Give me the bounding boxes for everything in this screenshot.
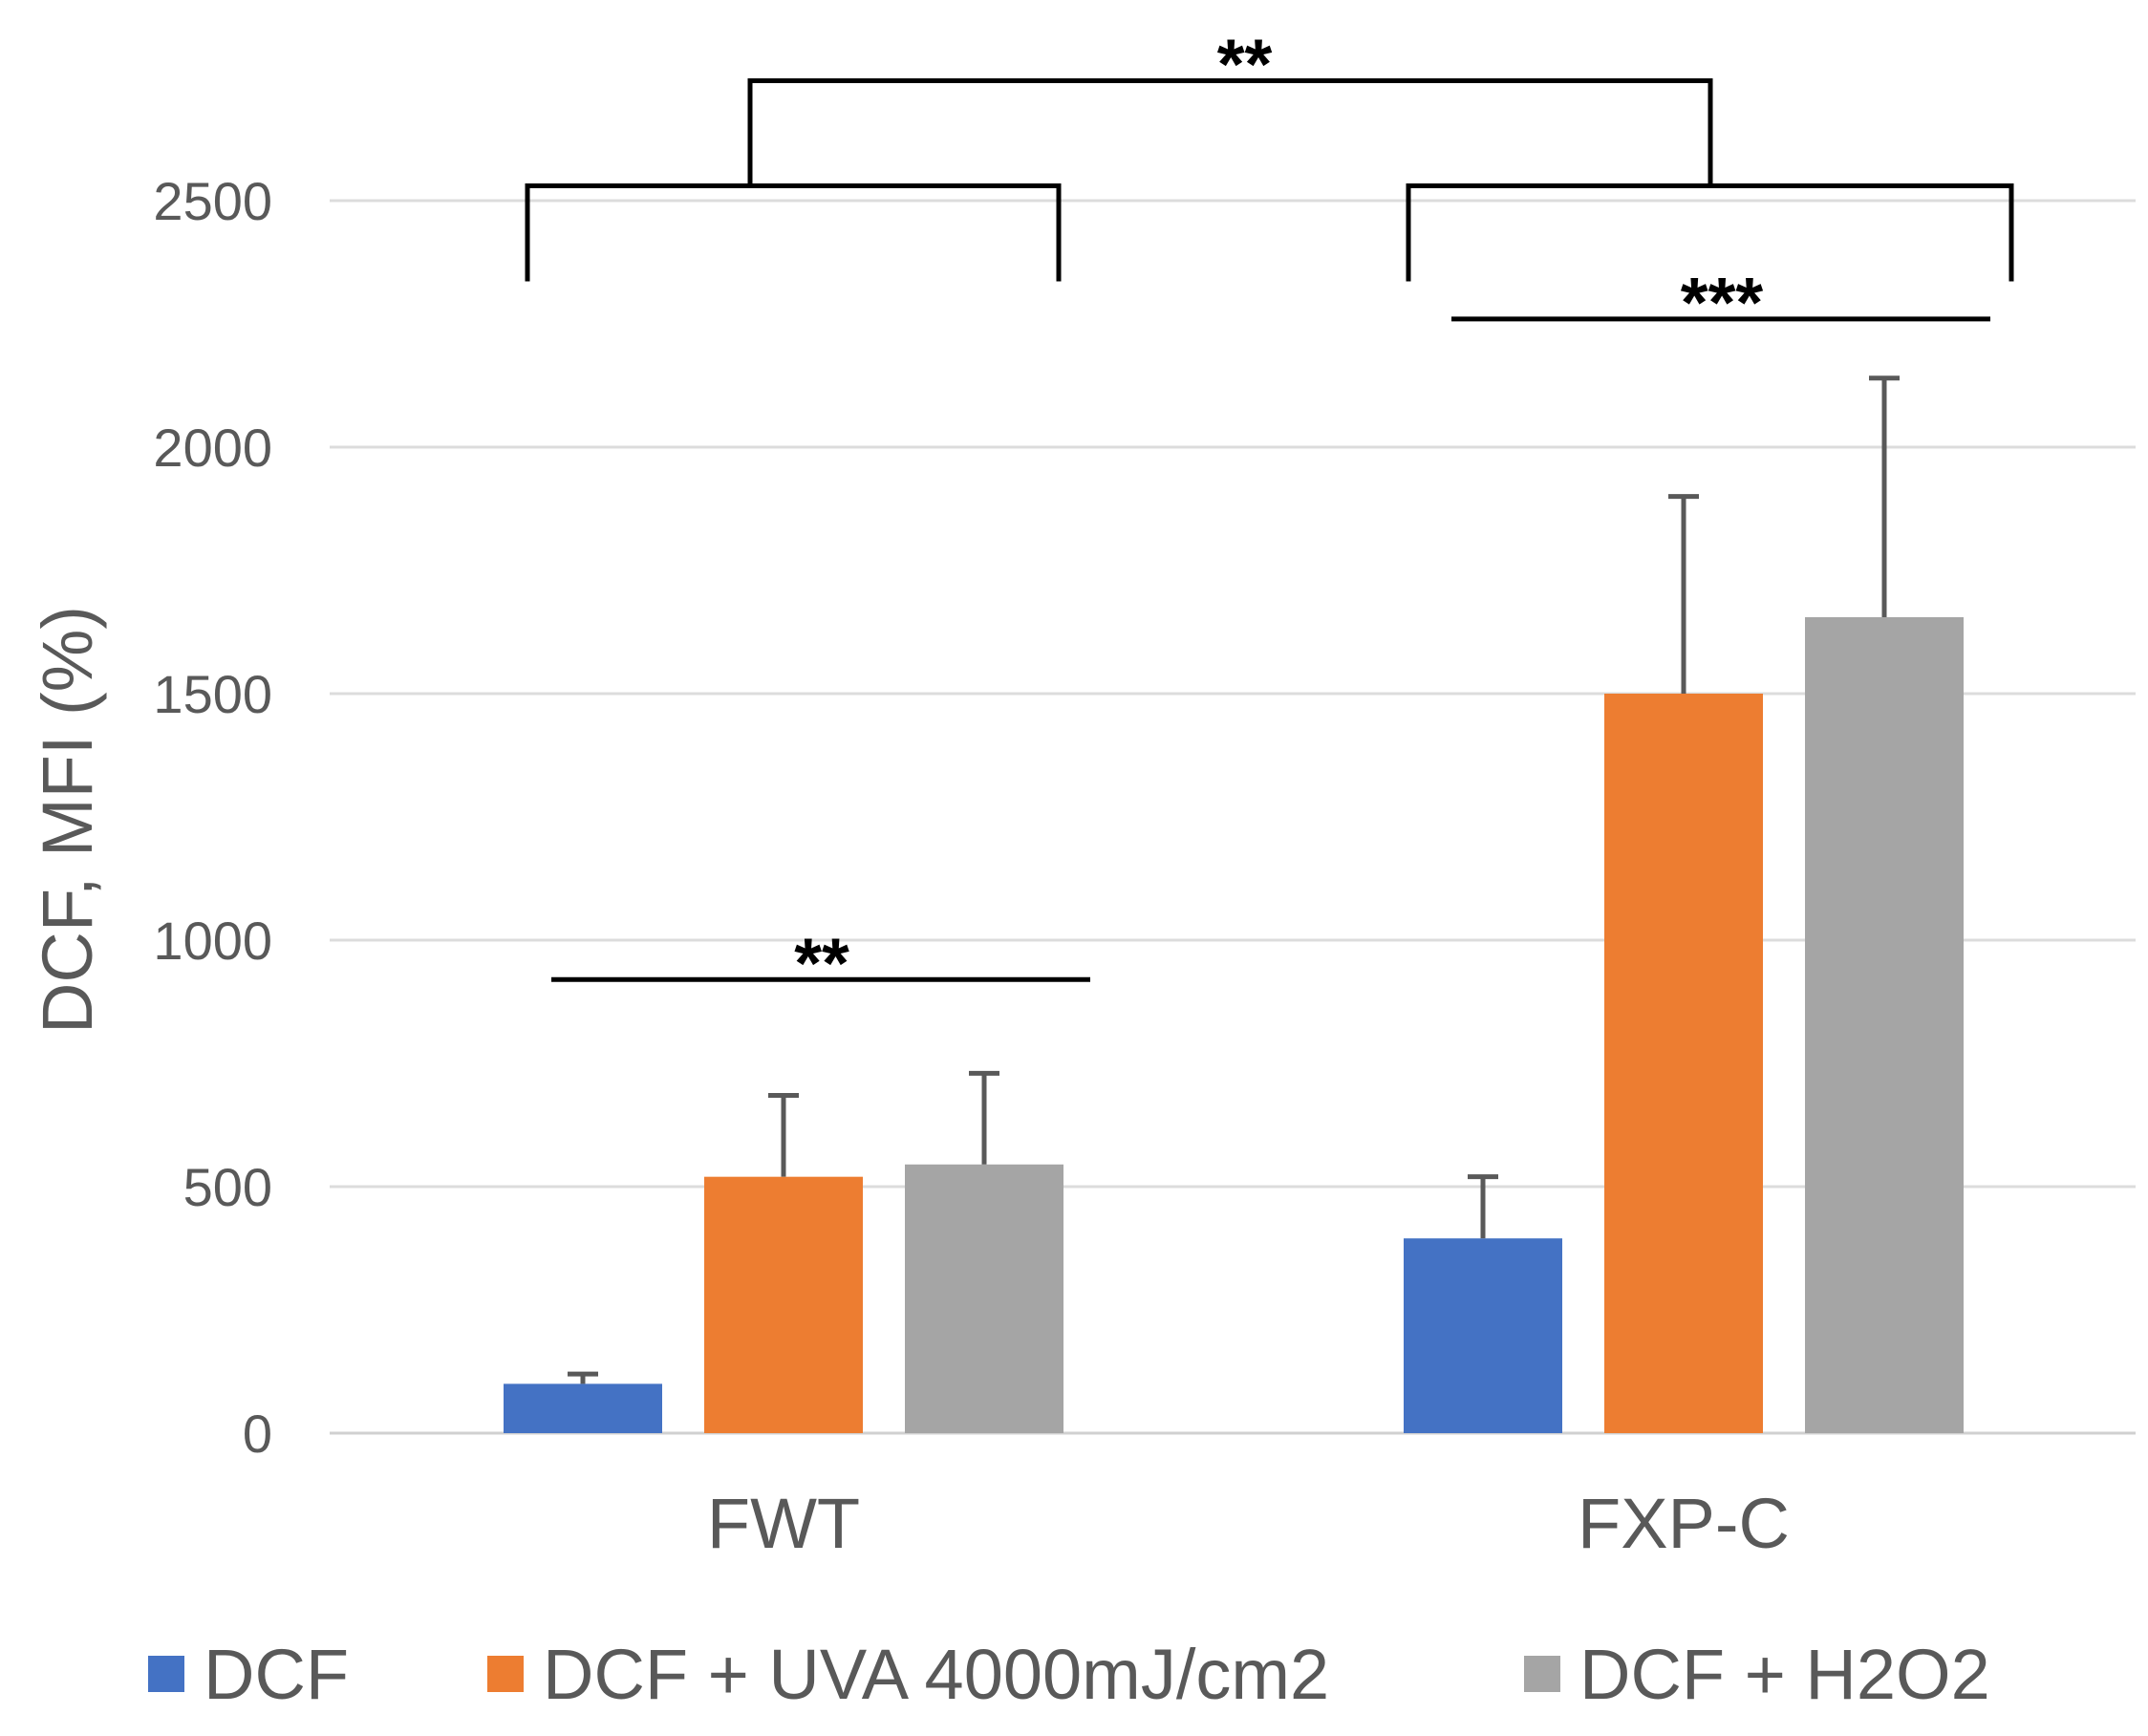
bar-FXP-C-2 <box>1604 694 1763 1433</box>
bar-FWT-2 <box>704 1176 863 1433</box>
legend-swatch <box>1524 1656 1560 1692</box>
y-axis-ticks: 0 500 1000 1500 2000 2500 <box>153 171 272 1464</box>
legend-swatch <box>487 1656 524 1692</box>
legend-swatch <box>148 1656 184 1692</box>
legend-label: DCF + H2O2 <box>1579 1635 1990 1714</box>
bar-FXP-C-1 <box>1404 1238 1562 1433</box>
group-bracket-fwt <box>525 183 1062 282</box>
x-category-label: FWT <box>707 1484 860 1563</box>
error-bars <box>568 375 1900 1384</box>
y-tick-label: 1500 <box>153 664 272 724</box>
bar-FXP-C-3 <box>1805 617 1964 1433</box>
legend: DCF DCF + UVA 4000mJ/cm2 DCF + H2O2 <box>148 1635 1990 1714</box>
significance-label: *** <box>1681 263 1764 342</box>
bars <box>504 617 1964 1433</box>
between-group-bracket <box>747 78 1713 186</box>
y-axis-label: DCF, MFI (%) <box>28 606 107 1034</box>
significance-label: ** <box>794 923 849 1002</box>
x-category-label: FXP-C <box>1578 1484 1790 1563</box>
significance-label: ** <box>1217 25 1273 104</box>
y-tick-label: 0 <box>243 1404 272 1464</box>
bar-FWT-1 <box>504 1383 662 1433</box>
y-tick-label: 500 <box>183 1157 272 1217</box>
y-tick-label: 2000 <box>153 418 272 478</box>
y-tick-label: 1000 <box>153 911 272 971</box>
legend-label: DCF + UVA 4000mJ/cm2 <box>543 1635 1329 1714</box>
significance-annotations: ******* <box>525 25 2014 1002</box>
y-tick-label: 2500 <box>153 171 272 231</box>
bar-FWT-3 <box>905 1164 1063 1433</box>
x-axis-categories: FWT FXP-C <box>707 1484 1790 1563</box>
legend-label: DCF <box>204 1635 349 1714</box>
